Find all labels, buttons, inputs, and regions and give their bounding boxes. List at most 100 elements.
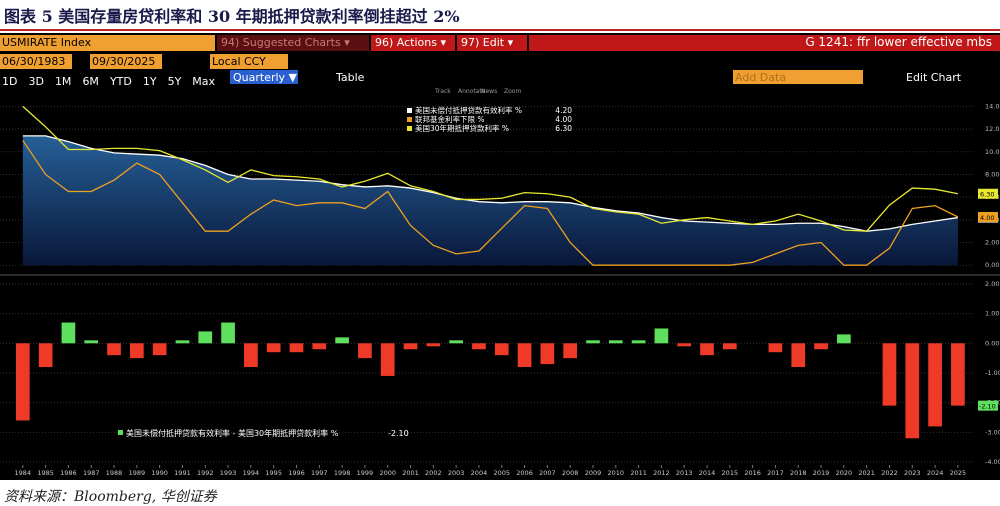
x-tick-label: 2014 [699, 469, 716, 477]
x-tick-label: 2007 [539, 469, 556, 477]
x-tick-label: 2022 [881, 469, 898, 477]
x-tick-label: 2015 [722, 469, 739, 477]
tool: Track [434, 88, 451, 95]
bar [837, 334, 851, 344]
bar [882, 343, 897, 406]
bar [654, 328, 669, 344]
x-tick-label: 2005 [493, 469, 510, 477]
x-tick-label: 2012 [653, 469, 670, 477]
bar [335, 337, 349, 344]
x-tick-label: 1986 [60, 469, 77, 477]
suggested[interactable]: 94) Suggested Charts ▾ [217, 35, 369, 51]
bar [540, 343, 555, 365]
start-date[interactable]: 06/30/1983 [0, 54, 72, 69]
bar [266, 343, 281, 353]
x-tick-label: 1996 [288, 469, 305, 477]
legend-value: 4.00 [555, 115, 572, 124]
bar [768, 343, 783, 353]
range-button[interactable]: 1Y [142, 75, 157, 88]
end-date[interactable]: 09/30/2025 [90, 54, 162, 69]
edit-chart[interactable]: Edit Chart [906, 71, 962, 84]
bar [722, 343, 737, 350]
tool: News [481, 88, 497, 95]
bar [905, 343, 920, 439]
legend-swatch [407, 126, 412, 131]
value-badge [978, 211, 998, 222]
bar [175, 340, 190, 344]
bar [791, 343, 806, 368]
legend-value: -2.10 [388, 429, 409, 438]
value-badge-label: 6.30 [980, 191, 994, 199]
x-tick-label: 1999 [357, 469, 374, 477]
bar [677, 343, 692, 347]
chart-name[interactable]: G 1241: ffr lower effective mbs [529, 35, 1000, 51]
range-button[interactable]: Max [192, 75, 216, 88]
y-tick-label: 8.00 [985, 170, 999, 178]
x-tick-label: 1992 [197, 469, 214, 477]
bar [700, 343, 714, 356]
y-tick-label: 0.00 [985, 261, 999, 269]
edit[interactable]: 97) Edit ▾ [457, 35, 527, 51]
bar [358, 343, 372, 359]
legend-label: 美国未偿付抵押贷款有效利率 - 美国30年期抵押贷款利率 % [126, 428, 339, 438]
x-tick-label: 2020 [836, 469, 853, 477]
add-data[interactable]: Add Data [733, 70, 863, 84]
x-tick-label: 1994 [243, 469, 260, 477]
bar [15, 343, 30, 421]
legend-label: 美国未偿付抵押贷款有效利率 % [415, 105, 522, 115]
actions[interactable]: 96) Actions ▾ [371, 35, 455, 51]
bar [380, 343, 395, 376]
x-tick-label: 2018 [790, 469, 807, 477]
range-button[interactable]: 6M [82, 75, 99, 88]
range-button[interactable]: 3D [28, 75, 44, 88]
y-tick-label: -1.00 [985, 369, 1000, 377]
y-tick-label: -4.00 [985, 458, 1000, 466]
bar [928, 343, 942, 427]
frequency[interactable]: Quarterly ▼ [230, 70, 298, 84]
bar [38, 343, 53, 368]
y-tick-label: 1.00 [985, 310, 999, 318]
range-button[interactable]: 5Y [167, 75, 182, 88]
value-badge [978, 400, 998, 411]
x-tick-label: 1995 [265, 469, 282, 477]
currency[interactable]: Local CCY [210, 54, 288, 69]
legend-swatch [407, 117, 412, 122]
ranges: 1D 3D 1M 6M YTD 1Y 5Y Max [2, 70, 226, 89]
value-badge-label: -2.10 [979, 403, 996, 411]
y-tick-label: 0.00 [985, 339, 999, 347]
bar [244, 343, 258, 368]
area [22, 135, 958, 266]
x-tick-label: 2025 [950, 469, 967, 477]
range-button[interactable]: 1D [2, 75, 18, 88]
range-button[interactable]: YTD [109, 75, 132, 88]
x-tick-label: 2023 [904, 469, 921, 477]
y-tick-label: 2.00 [985, 239, 999, 247]
x-tick-label: 1993 [220, 469, 237, 477]
ticker[interactable]: USMIRATE Index [0, 35, 215, 51]
bar [312, 343, 327, 350]
bar [814, 343, 828, 350]
x-tick-label: 2011 [630, 469, 647, 477]
line [22, 105, 959, 232]
x-tick-label: 2013 [676, 469, 693, 477]
x-tick-label: 2009 [585, 469, 602, 477]
bar [61, 322, 76, 344]
bar [951, 343, 965, 406]
bar [130, 343, 144, 359]
range-button[interactable]: 1M [54, 75, 72, 88]
x-tick-label: 2019 [813, 469, 830, 477]
y-tick-label: 10.00 [985, 148, 1000, 156]
toolbar: USMIRATE Index 94) Suggested Charts ▾ 96… [0, 33, 1000, 89]
x-tick-label: 2001 [402, 469, 419, 477]
y-tick-label: 14.00 [985, 102, 1000, 110]
x-tick-label: 2002 [425, 469, 442, 477]
x-tick-label: 1987 [83, 469, 100, 477]
x-tick-label: 2003 [448, 469, 465, 477]
bar [472, 343, 486, 350]
x-tick-label: 1984 [15, 469, 32, 477]
value-badge-label: 4.00 [980, 214, 994, 222]
x-tick-label: 1989 [129, 469, 146, 477]
table[interactable]: Table [336, 71, 365, 84]
x-tick-label: 1998 [334, 469, 351, 477]
bar [586, 340, 600, 344]
